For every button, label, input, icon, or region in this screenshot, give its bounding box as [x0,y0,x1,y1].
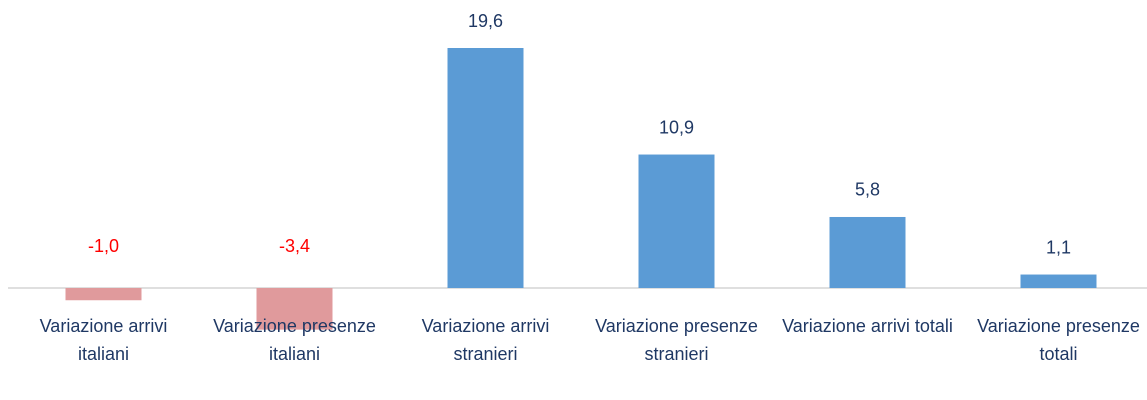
x-tick-label: Variazione presenze totali [977,316,1140,364]
x-tick-label: Variazione arrivi italiani [39,316,168,364]
value-label: -3,4 [279,236,310,256]
bar [65,288,142,301]
bar [447,48,524,288]
bar [1020,274,1097,288]
x-tick-label: Variazione presenze italiani [213,316,376,364]
value-label: 19,6 [468,11,503,31]
value-label: 1,1 [1046,237,1071,257]
value-label: -1,0 [88,236,119,256]
bar [638,154,715,288]
x-tick-label: Variazione arrivi totali [782,316,953,336]
x-tick-label: Variazione presenze stranieri [595,316,758,364]
x-tick-label: Variazione arrivi stranieri [421,316,550,364]
value-label: 10,9 [659,117,694,137]
bar [829,216,906,288]
value-label: 5,8 [855,180,880,200]
bar [256,288,333,330]
